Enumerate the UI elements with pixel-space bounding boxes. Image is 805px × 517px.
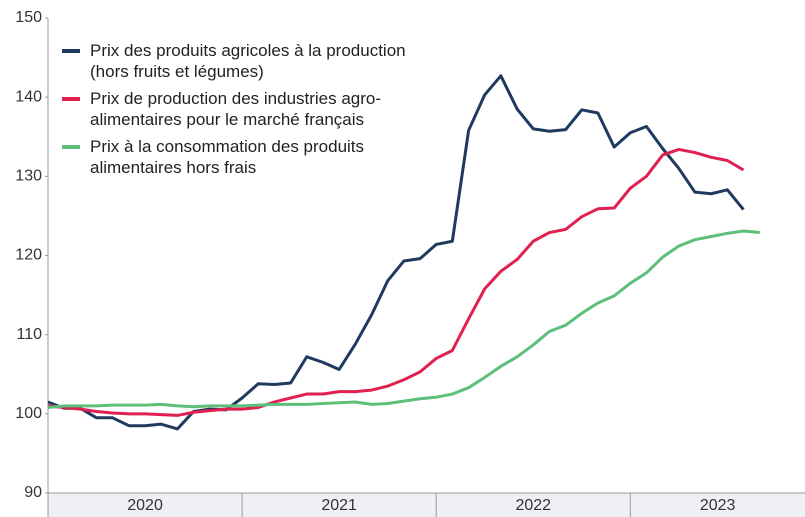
y-tick-label: 150 [15, 9, 42, 26]
legend-item: Prix de production des industries agro-a… [60, 88, 430, 130]
series-line [47, 147, 745, 417]
legend-label: Prix à la consommation des produits alim… [90, 137, 365, 177]
y-tick-label: 100 [15, 405, 42, 422]
x-axis-band [48, 493, 805, 517]
legend-label: Prix des produits agricoles à la product… [90, 41, 406, 81]
series-line [47, 74, 745, 431]
legend-swatch [62, 145, 80, 149]
x-tick-label: 2020 [127, 497, 163, 514]
legend-swatch [62, 49, 80, 53]
y-tick-label: 140 [15, 88, 42, 105]
y-tick-label: 130 [15, 168, 42, 185]
legend-item: Prix des produits agricoles à la product… [60, 40, 430, 82]
y-tick-label: 90 [24, 484, 42, 501]
x-tick-label: 2021 [321, 497, 357, 514]
x-tick-label: 2022 [515, 497, 551, 514]
legend-swatch [62, 97, 80, 101]
x-tick-label: 2023 [700, 497, 736, 514]
legend: Prix des produits agricoles à la product… [60, 40, 440, 184]
legend-item: Prix à la consommation des produits alim… [60, 136, 430, 178]
legend-label: Prix de production des industries agro-a… [90, 89, 382, 129]
series-line [47, 229, 760, 409]
y-tick-label: 120 [15, 247, 42, 264]
y-tick-label: 110 [16, 326, 42, 343]
